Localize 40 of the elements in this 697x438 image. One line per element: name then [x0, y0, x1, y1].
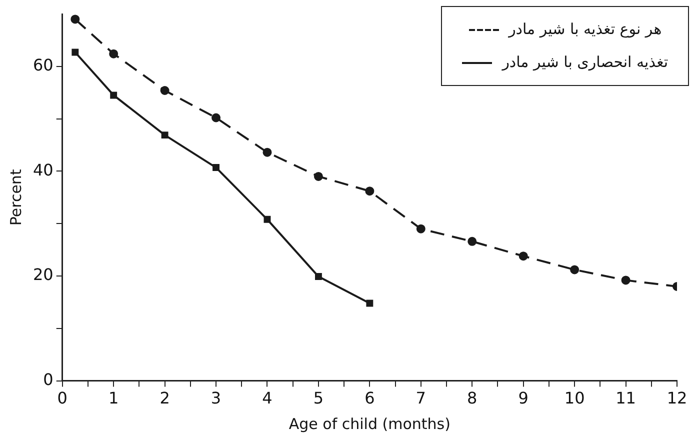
x-tick-label: 9	[518, 388, 528, 408]
x-tick-label: 3	[210, 388, 222, 408]
point	[110, 92, 118, 99]
x-tick-label: 5	[313, 388, 324, 408]
point	[468, 236, 477, 246]
point	[416, 224, 426, 234]
point	[212, 164, 220, 172]
legend-label: تغذیه انحصاری با شیر مادر	[502, 53, 668, 71]
point	[570, 265, 580, 274]
x-tick-label: 0	[57, 388, 68, 408]
point	[160, 86, 170, 96]
x-tick-label: 12	[666, 388, 688, 408]
point	[70, 14, 80, 24]
point	[366, 300, 374, 307]
point	[264, 216, 271, 223]
y-axis-title: Percent	[6, 169, 25, 226]
x-tick-label: 11	[616, 388, 636, 408]
point	[161, 132, 168, 139]
point	[314, 273, 322, 280]
y-tick-label: 60	[33, 56, 54, 75]
legend-label: هر نوع تغذیه با شیر مادر	[508, 20, 662, 38]
x-axis-title: Age of child (months)	[288, 414, 450, 433]
x-tick-label: 6	[364, 388, 375, 408]
x-tick-label: 8	[467, 388, 478, 408]
x-tick-label: 10	[564, 388, 585, 408]
point	[262, 148, 272, 157]
y-tick-label: 0	[43, 370, 54, 389]
x-tick-label: 4	[262, 388, 272, 408]
point	[314, 172, 323, 181]
point	[518, 252, 528, 261]
y-tick-label: 40	[33, 160, 54, 180]
point	[212, 113, 221, 122]
y-tick-label: 20	[33, 265, 54, 284]
point	[109, 49, 118, 58]
x-tick-label: 1	[108, 388, 119, 408]
point	[72, 48, 79, 56]
x-tick-label: 2	[160, 388, 170, 408]
point	[621, 276, 630, 285]
point	[365, 186, 374, 196]
x-tick-label: 7	[416, 388, 426, 408]
